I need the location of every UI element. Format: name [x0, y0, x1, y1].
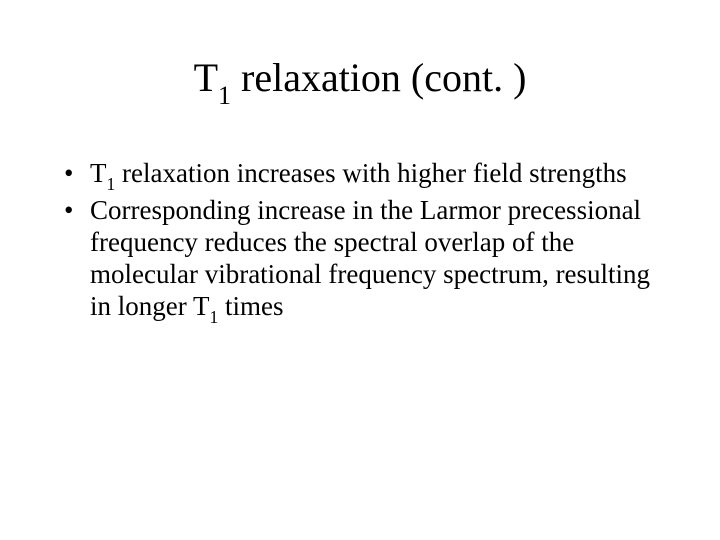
title-text-pre: T: [194, 55, 218, 100]
title-subscript: 1: [218, 81, 231, 110]
list-item: Corresponding increase in the Larmor pre…: [62, 195, 662, 326]
bullet-list: T1 relaxation increases with higher fiel…: [62, 158, 662, 326]
slide: T1 relaxation (cont. ) T1 relaxation inc…: [0, 0, 720, 540]
bullet-segment: relaxation increases with higher field s…: [115, 158, 626, 188]
bullet-segment: Corresponding increase in the Larmor pre…: [90, 195, 650, 321]
bullet-segment-sub: 1: [209, 307, 218, 327]
title-text-post: relaxation (cont. ): [231, 55, 526, 100]
bullet-segment-sub: 1: [107, 174, 116, 194]
bullet-segment: times: [218, 291, 283, 321]
slide-title: T1 relaxation (cont. ): [0, 54, 720, 107]
slide-body: T1 relaxation increases with higher fiel…: [62, 158, 662, 328]
list-item: T1 relaxation increases with higher fiel…: [62, 158, 662, 193]
bullet-segment: T: [90, 158, 107, 188]
